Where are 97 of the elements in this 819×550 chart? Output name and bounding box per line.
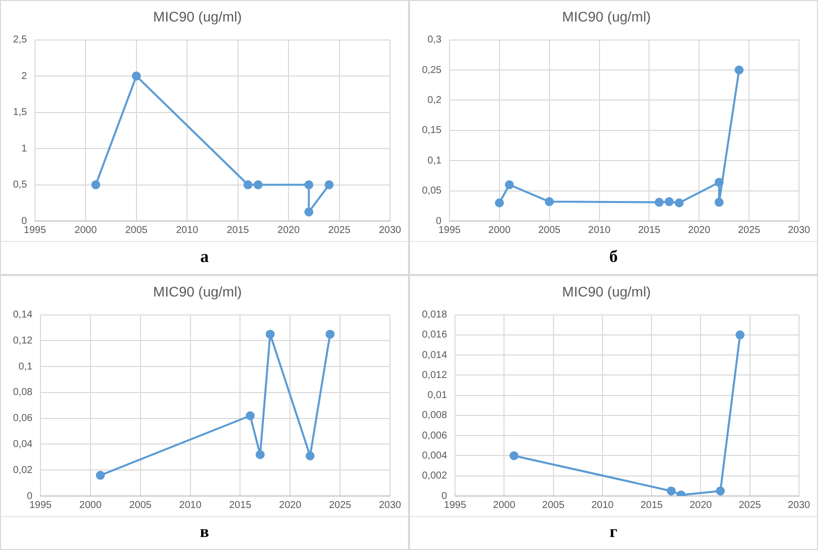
point [91, 180, 100, 190]
y-tick-label: 0,008 [422, 410, 448, 422]
y-tick-label: 0,016 [422, 330, 448, 341]
y-tick-label: 0,3 [428, 34, 442, 46]
point [736, 330, 745, 340]
text: а [1, 241, 408, 272]
x-tick-label: 2000 [79, 500, 102, 511]
point [254, 180, 263, 190]
y-tick-label: 0,15 [422, 125, 442, 136]
chart-title: MIC90 (ug/ml) [562, 8, 651, 24]
chart-title: MIC90 (ug/ml) [562, 283, 651, 300]
y-tick-label: 0,08 [12, 387, 33, 398]
x-tick-label: 2025 [328, 224, 351, 236]
point [666, 486, 676, 496]
point [306, 451, 315, 460]
x-tick-label: 2020 [688, 224, 711, 236]
x-tick-label: 2000 [488, 224, 511, 236]
x-tick-label: 1995 [438, 224, 462, 236]
text: в [1, 516, 408, 547]
x-tick-label: 2025 [738, 224, 761, 236]
x-tick-label: 2000 [74, 224, 98, 236]
point [96, 470, 105, 480]
x-tick-label: 2030 [788, 500, 811, 511]
point [716, 486, 725, 496]
y-tick-label: 0,1 [18, 361, 33, 372]
y-tick-label: 0,018 [422, 310, 448, 321]
point [326, 330, 335, 339]
x-tick-label: 2015 [229, 500, 252, 511]
point [256, 450, 265, 460]
point [674, 198, 684, 208]
point [714, 198, 724, 207]
x-tick-label: 1995 [29, 500, 52, 511]
x-tick-label: 1995 [444, 500, 467, 511]
x-tick-label: 2005 [129, 500, 152, 511]
y-tick-label: 0,01 [428, 390, 448, 402]
y-tick-label: 0,05 [422, 186, 442, 197]
y-tick-label: 1,5 [12, 107, 28, 118]
x-tick-label: 2030 [788, 224, 811, 236]
y-tick-label: 0 [26, 490, 33, 502]
x-tick-label: 2030 [378, 224, 402, 236]
point [664, 197, 674, 206]
x-tick-label: 2025 [328, 500, 352, 511]
x-tick-label: 2025 [738, 500, 762, 511]
chart-title: MIC90 (ug/ml) [153, 283, 242, 300]
x-tick-label: 2015 [640, 500, 664, 511]
y-tick-label: 0 [21, 216, 28, 227]
x-tick-label: 2005 [542, 500, 565, 511]
point [266, 330, 275, 339]
point [544, 197, 554, 206]
y-tick-label: 1 [21, 143, 28, 154]
x-tick-label: 2010 [179, 500, 202, 511]
x-tick-label: 2010 [588, 224, 611, 236]
point [734, 66, 744, 74]
x-tick-label: 2020 [690, 500, 712, 511]
point [324, 180, 334, 190]
point [246, 411, 255, 420]
y-tick-label: 0,12 [12, 335, 33, 346]
x-tick-label: 1995 [24, 224, 46, 236]
x-tick-label: 2005 [538, 224, 561, 236]
point [304, 207, 314, 216]
y-tick-label: 0,006 [422, 430, 448, 442]
point [304, 180, 314, 190]
point [132, 72, 141, 81]
y-tick-label: 0,004 [422, 450, 448, 462]
point [504, 180, 514, 190]
text: г [410, 516, 817, 547]
x-tick-label: 2020 [279, 500, 302, 511]
y-tick-label: 0,06 [12, 413, 33, 424]
point [509, 451, 518, 460]
chart-title: MIC90 (ug/ml) [153, 8, 242, 24]
x-tick-label: 2000 [493, 500, 516, 511]
y-tick-label: 0,14 [12, 310, 33, 321]
y-tick-label: 0 [436, 216, 442, 227]
y-tick-label: 2 [21, 70, 28, 82]
point [714, 178, 724, 187]
x-tick-label: 2015 [226, 224, 250, 236]
y-tick-label: 0,25 [422, 64, 442, 76]
point [494, 198, 504, 208]
x-tick-label: 2030 [378, 500, 402, 511]
y-tick-label: 0,012 [422, 370, 448, 381]
y-tick-label: 0,04 [12, 438, 33, 450]
y-tick-label: 0,2 [428, 94, 442, 106]
x-tick-label: 2010 [176, 224, 199, 236]
x-tick-label: 2005 [125, 224, 148, 236]
text: б [410, 241, 817, 272]
y-tick-label: 0,014 [422, 350, 448, 361]
y-tick-label: 0 [441, 490, 448, 502]
y-tick-label: 0,002 [422, 470, 448, 482]
x-tick-label: 2010 [591, 500, 614, 511]
point [243, 180, 252, 190]
y-tick-label: 0,02 [12, 464, 33, 476]
y-tick-label: 2,5 [12, 34, 28, 46]
x-tick-label: 2020 [277, 224, 300, 236]
x-tick-label: 2015 [638, 224, 661, 236]
y-tick-label: 0,1 [428, 155, 442, 166]
point [654, 198, 664, 207]
y-tick-label: 0,5 [12, 180, 28, 191]
